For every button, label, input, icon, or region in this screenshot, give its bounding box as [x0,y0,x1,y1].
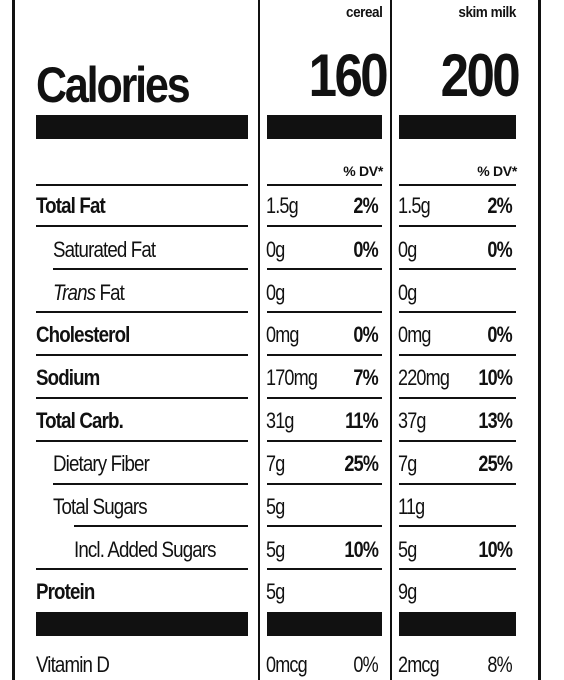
nutrient-name-vitamin-d: Vitamin D [36,652,110,677]
percent-dv-cereal: 25% [344,451,378,476]
nutrient-name: Incl. Added Sugars [74,537,217,562]
row-rule [267,483,382,485]
dv-rule-skim-milk [399,184,516,186]
thick-bar-skim-milk [399,115,516,139]
amount-skim-milk: 5g [398,537,417,562]
percent-dv-cereal: 11% [345,408,378,433]
dv-rule-label [36,184,248,186]
amount-cereal: 1.5g [266,193,299,218]
amount-cereal: 5g [266,537,285,562]
column-header-cereal: cereal [345,4,383,21]
row-rule [267,568,382,570]
amount-cereal: 7g [266,451,285,476]
row-rule [36,397,248,399]
row-rule [399,354,516,356]
row-rule [267,525,382,527]
nutrient-name: Total Fat [36,193,106,218]
percent-dv-skim-milk: 0% [487,237,513,262]
amount-skim-milk: 1.5g [398,193,431,218]
thick-bar-cereal [267,612,382,636]
nutrient-name: Protein [36,579,95,604]
nutrient-name: Sodium [36,365,100,390]
dv-rule-cereal [267,184,382,186]
column-divider-middle [390,0,392,680]
percent-dv-skim-milk: 8% [487,652,513,677]
column-divider-left [258,0,260,680]
percent-dv-skim-milk: 2% [487,193,513,218]
left-border [12,0,15,680]
thick-bar-label [36,115,248,139]
column-header-skim-milk: skim milk [458,4,517,21]
percent-dv-skim-milk: 10% [478,365,512,390]
amount-cereal: 0g [266,237,285,262]
row-rule [399,225,516,227]
percent-dv-skim-milk: 25% [478,451,512,476]
amount-cereal: 0g [266,280,285,305]
row-rule [53,483,248,485]
right-border [538,0,541,680]
percent-dv-cereal: 0% [353,322,379,347]
dv-header-cereal: % DV* [343,163,383,179]
percent-dv-skim-milk: 13% [478,408,512,433]
percent-dv-cereal: 7% [353,365,379,390]
row-rule [267,268,382,270]
nutrient-name: Trans Fat [53,280,125,305]
row-rule [399,311,516,313]
trans-italic: Trans [53,280,96,305]
amount-skim-milk: 0g [398,280,417,305]
thick-bar-skim-milk [399,612,516,636]
row-rule [399,568,516,570]
nutrient-name: Total Sugars [53,494,148,519]
amount-cereal: 170mg [266,365,318,390]
amount-skim-milk: 11g [398,494,425,519]
row-rule [36,440,248,442]
percent-dv-cereal: 2% [353,193,379,218]
percent-dv-skim-milk: 10% [478,537,512,562]
percent-dv-skim-milk: 0% [487,322,513,347]
nutrient-name: Dietary Fiber [53,451,150,476]
row-rule [36,568,248,570]
thick-bar-cereal [267,115,382,139]
amount-cereal: 0mg [266,322,299,347]
amount-skim-milk: 9g [398,579,417,604]
row-rule [399,397,516,399]
row-rule [267,311,382,313]
amount-cereal: 31g [266,408,294,433]
row-rule [399,525,516,527]
row-rule [399,268,516,270]
calories-skim-milk: 200 [440,42,521,109]
row-rule [399,483,516,485]
amount-skim-milk: 37g [398,408,426,433]
amount-cereal: 5g [266,494,285,519]
row-rule [36,311,248,313]
dv-header-skim-milk: % DV* [477,163,517,179]
amount-cereal: 5g [266,579,285,604]
percent-dv-cereal: 0% [353,652,379,677]
calories-label: Calories [36,57,191,113]
nutrient-name: Total Carb. [36,408,124,433]
percent-dv-cereal: 10% [344,537,378,562]
amount-skim-milk: 220mg [398,365,450,390]
row-rule [267,225,382,227]
amount-skim-milk: 0g [398,237,417,262]
row-rule [267,397,382,399]
row-rule [267,354,382,356]
amount-skim-milk: 7g [398,451,417,476]
calories-cereal: 160 [308,42,389,109]
row-rule [53,268,248,270]
nutrient-name: Saturated Fat [53,237,156,262]
thick-bar-label [36,612,248,636]
nutrient-name: Cholesterol [36,322,130,347]
amount-cereal: 0mcg [266,652,308,677]
row-rule [399,440,516,442]
row-rule [267,440,382,442]
fat-word: Fat [95,280,125,305]
row-rule [74,525,248,527]
percent-dv-cereal: 0% [353,237,379,262]
amount-skim-milk: 0mg [398,322,431,347]
row-rule [36,225,248,227]
amount-skim-milk: 2mcg [398,652,440,677]
row-rule [36,354,248,356]
